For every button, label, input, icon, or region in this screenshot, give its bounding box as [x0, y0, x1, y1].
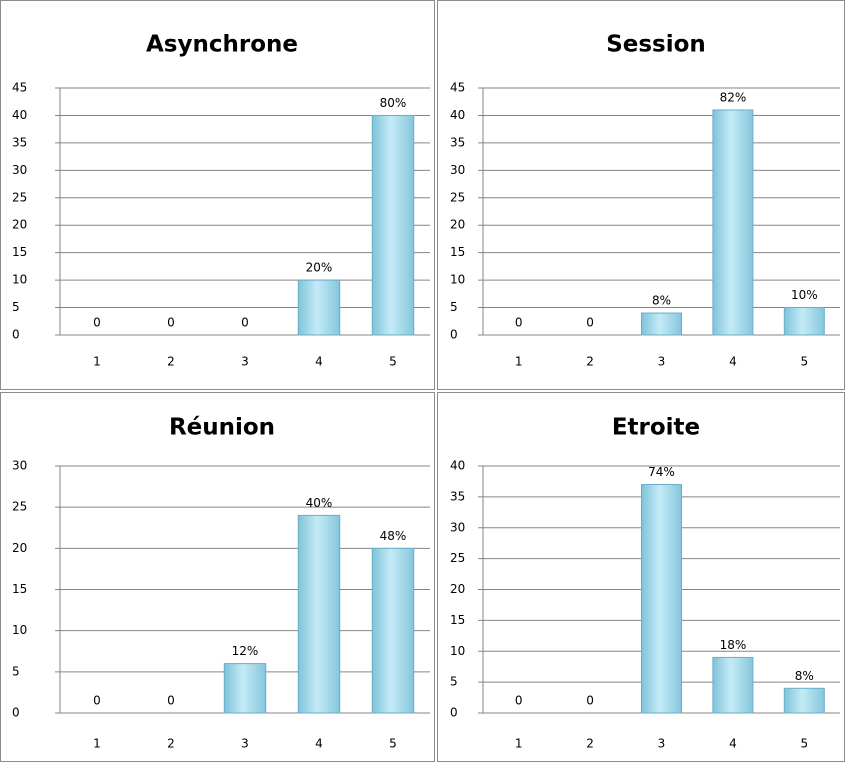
y-tick-label: 15: [450, 613, 465, 627]
data-label: 8%: [795, 669, 814, 683]
y-tick-label: 45: [450, 81, 465, 95]
x-tick-label: 5: [389, 355, 397, 369]
bar: [712, 109, 754, 336]
data-label: 0: [515, 694, 523, 708]
x-tick-label: 2: [586, 737, 594, 751]
bar: [641, 484, 682, 714]
data-label: 80%: [380, 96, 407, 110]
panel-border: [437, 392, 845, 762]
x-tick-label: 3: [241, 355, 249, 369]
x-tick-label: 4: [315, 355, 323, 369]
data-label: 0: [586, 694, 594, 708]
y-tick-label: 0: [12, 706, 20, 720]
data-label: 0: [515, 316, 523, 330]
chart-title: Session: [606, 32, 706, 58]
x-tick-label: 1: [515, 355, 523, 369]
x-tick-label: 3: [658, 355, 666, 369]
x-tick-label: 5: [389, 737, 397, 751]
bar: [641, 312, 682, 336]
y-tick-label: 0: [12, 328, 20, 342]
y-tick-label: 30: [12, 459, 27, 473]
data-label: 10%: [791, 288, 818, 302]
bar: [783, 687, 825, 714]
panel-border: [0, 0, 435, 390]
chart-title: Asynchrone: [146, 32, 298, 58]
data-label: 82%: [720, 90, 747, 104]
y-tick-label: 25: [12, 500, 27, 514]
data-label: 0: [586, 316, 594, 330]
y-tick-label: 15: [12, 582, 27, 596]
y-tick-label: 30: [12, 163, 27, 177]
data-label: 0: [93, 316, 101, 330]
y-tick-label: 35: [12, 135, 27, 149]
data-label: 40%: [306, 496, 333, 510]
y-tick-label: 20: [12, 218, 27, 232]
bar: [371, 547, 415, 714]
x-tick-label: 2: [586, 355, 594, 369]
panel-border: [0, 392, 435, 762]
y-tick-label: 30: [450, 163, 465, 177]
y-tick-label: 10: [450, 644, 465, 658]
y-tick-label: 10: [12, 273, 27, 287]
bar: [297, 514, 341, 714]
y-tick-label: 0: [450, 328, 458, 342]
data-label: 0: [167, 694, 175, 708]
y-tick-label: 0: [450, 706, 458, 720]
x-tick-label: 1: [93, 355, 101, 369]
data-label: 0: [241, 316, 249, 330]
x-tick-label: 4: [315, 737, 323, 751]
bar: [371, 114, 415, 336]
x-tick-label: 1: [515, 737, 523, 751]
y-tick-label: 20: [12, 541, 27, 555]
x-tick-label: 3: [658, 737, 666, 751]
y-tick-label: 40: [450, 459, 465, 473]
y-tick-label: 30: [450, 520, 465, 534]
bar: [712, 656, 754, 714]
y-tick-label: 5: [450, 300, 458, 314]
data-label: 12%: [232, 644, 259, 658]
x-tick-label: 4: [729, 737, 737, 751]
data-label: 0: [93, 694, 101, 708]
y-tick-label: 40: [450, 108, 465, 122]
panel-border: [437, 0, 845, 390]
x-tick-label: 2: [167, 355, 175, 369]
x-tick-label: 5: [800, 737, 808, 751]
data-label: 74%: [648, 465, 675, 479]
chart-title: Réunion: [169, 415, 275, 441]
y-tick-label: 20: [450, 218, 465, 232]
y-tick-label: 35: [450, 135, 465, 149]
x-tick-label: 2: [167, 737, 175, 751]
x-tick-label: 3: [241, 737, 249, 751]
bar: [297, 279, 341, 336]
y-tick-label: 25: [12, 190, 27, 204]
x-tick-label: 1: [93, 737, 101, 751]
y-tick-label: 25: [450, 551, 465, 565]
y-tick-label: 5: [450, 675, 458, 689]
bar: [223, 663, 267, 714]
y-tick-label: 5: [12, 300, 20, 314]
y-tick-label: 15: [12, 245, 27, 259]
x-tick-label: 4: [729, 355, 737, 369]
data-label: 0: [167, 316, 175, 330]
y-tick-label: 45: [12, 81, 27, 95]
y-tick-label: 20: [450, 582, 465, 596]
bar: [783, 307, 825, 336]
data-label: 20%: [306, 261, 333, 275]
y-tick-label: 5: [12, 664, 20, 678]
data-label: 8%: [652, 294, 671, 308]
data-label: 48%: [380, 529, 407, 543]
y-tick-label: 10: [450, 273, 465, 287]
y-tick-label: 35: [450, 489, 465, 503]
x-tick-label: 5: [800, 355, 808, 369]
chart-title: Etroite: [612, 415, 700, 441]
y-tick-label: 40: [12, 108, 27, 122]
y-tick-label: 25: [450, 190, 465, 204]
data-label: 18%: [720, 638, 747, 652]
y-tick-label: 10: [12, 623, 27, 637]
y-tick-label: 15: [450, 245, 465, 259]
